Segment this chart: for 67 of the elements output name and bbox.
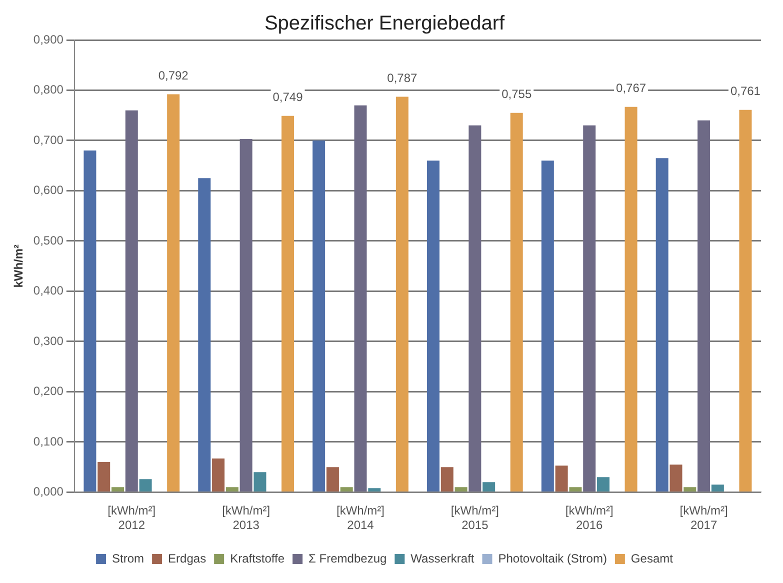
- data-label: 0,755: [502, 87, 532, 102]
- y-tick-label: 0,700: [33, 132, 64, 147]
- y-tick-label: 0,000: [33, 484, 64, 499]
- bar: [569, 487, 582, 492]
- bar: [368, 488, 381, 492]
- data-label: 0,787: [387, 71, 418, 86]
- bar: [226, 487, 238, 492]
- bar: [555, 466, 568, 492]
- y-tick-label: 0,300: [33, 334, 64, 348]
- bar: [711, 484, 724, 492]
- y-tick-label: 0,800: [33, 82, 64, 97]
- bar: [282, 116, 294, 492]
- bar: [326, 467, 339, 492]
- x-tick-label: [kWh/m²] 2017: [680, 504, 728, 532]
- bar: [340, 487, 353, 492]
- bar: [167, 94, 180, 492]
- bar: [396, 96, 408, 492]
- y-tick-label: 0,900: [33, 32, 64, 46]
- bar: [111, 487, 124, 492]
- bar: [426, 160, 440, 492]
- data-label: 0,749: [272, 90, 304, 104]
- bar: [482, 482, 496, 492]
- bar: [510, 112, 523, 492]
- bar: [468, 125, 482, 492]
- y-tick-label: 0,400: [33, 284, 64, 298]
- data-label: 0,767: [616, 81, 646, 96]
- bar: [739, 110, 752, 492]
- legend-label: Photovoltaik (Strom): [498, 551, 607, 566]
- x-tick-label: [kWh/m²] 2016: [565, 504, 614, 532]
- y-axis-title: kWh/m²: [12, 244, 26, 288]
- bar: [583, 125, 596, 492]
- bar: [454, 487, 468, 492]
- bar: [698, 120, 710, 492]
- bar: [670, 464, 682, 492]
- y-tick-label: 0,200: [33, 384, 64, 398]
- y-tick-label: 0,600: [33, 183, 64, 198]
- bar: [198, 178, 211, 492]
- bar: [541, 160, 554, 492]
- x-tick-label: [kWh/m²] 2015: [450, 504, 499, 532]
- bar: [125, 110, 138, 492]
- bar: [84, 150, 96, 492]
- legend-label: Kraftstoffe: [230, 551, 285, 566]
- bar: [684, 487, 696, 492]
- bar: [440, 467, 454, 492]
- data-label: 0,761: [730, 84, 761, 98]
- chart-title: Spezifischer Energiebedarf: [264, 12, 506, 35]
- legend-label: Strom: [112, 551, 144, 566]
- bar: [98, 462, 110, 492]
- x-tick-label: [kWh/m²] 2014: [336, 504, 384, 532]
- x-tick-label: [kWh/m²] 2012: [108, 504, 156, 532]
- legend-label: Wasserkraft: [410, 551, 475, 566]
- data-label: 0,792: [158, 68, 189, 83]
- bar: [312, 140, 326, 492]
- bar: [354, 105, 367, 492]
- legend-label: Erdgas: [168, 551, 206, 566]
- bar: [254, 472, 266, 492]
- bar: [624, 106, 638, 492]
- bar: [212, 458, 225, 492]
- bar: [597, 477, 610, 492]
- x-tick-label: [kWh/m²] 2013: [222, 504, 270, 532]
- legend-label: Gesamt: [630, 551, 674, 566]
- y-tick-label: 0,100: [33, 434, 64, 448]
- y-tick-label: 0,500: [33, 233, 64, 248]
- legend-label: Σ Fremdbezug: [308, 551, 387, 566]
- bar: [240, 138, 252, 492]
- bar: [656, 158, 668, 492]
- bar: [139, 479, 152, 492]
